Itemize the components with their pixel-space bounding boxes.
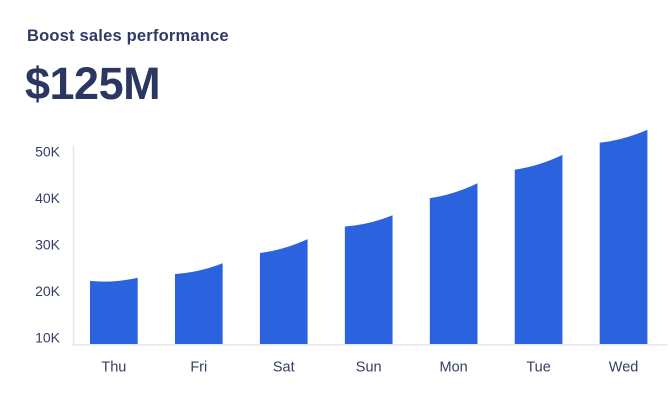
y-tick-label: 10K	[35, 330, 61, 346]
bar-sun	[344, 215, 393, 344]
x-tick-label: Thu	[101, 360, 126, 376]
bar-sat	[259, 239, 308, 344]
bar-wed	[599, 129, 648, 344]
bar-thu	[90, 277, 138, 344]
x-tick-label: Fri	[190, 360, 207, 376]
y-tick-label: 20K	[35, 283, 61, 299]
bar-fri	[174, 263, 223, 344]
x-tick-label: Sat	[273, 360, 295, 376]
x-tick-label: Tue	[526, 360, 550, 376]
x-tick-label: Sun	[356, 360, 382, 376]
x-tick-label: Mon	[440, 360, 468, 376]
y-tick-label: 40K	[35, 190, 61, 206]
y-tick-label: 30K	[35, 237, 61, 253]
x-tick-label: Wed	[609, 360, 639, 376]
metric-value: $125M	[25, 58, 161, 109]
chart-title: Boost sales performance	[27, 27, 229, 45]
bar-mon	[429, 183, 478, 344]
y-tick-label: 50K	[35, 144, 61, 160]
bar-tue	[514, 154, 563, 344]
